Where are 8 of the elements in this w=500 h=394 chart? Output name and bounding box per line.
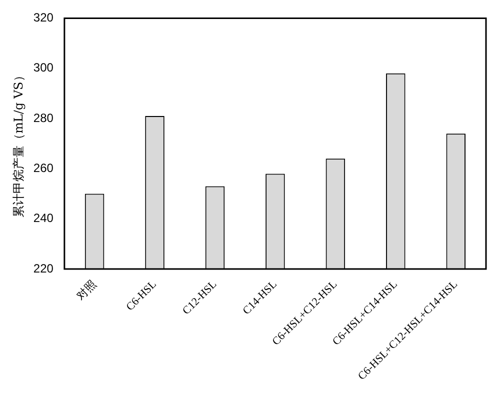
y-tick-label: 220 <box>33 261 54 276</box>
y-tick-label: 320 <box>33 10 54 25</box>
y-tick-label: 280 <box>33 110 54 125</box>
y-axis-title: 累计甲烷产量（mL/g VS） <box>11 70 26 218</box>
y-tick-label: 240 <box>33 211 54 226</box>
y-tick-label: 260 <box>33 161 54 176</box>
y-tick-label: 300 <box>33 60 54 75</box>
x-tick-label: 对照 <box>74 278 99 302</box>
